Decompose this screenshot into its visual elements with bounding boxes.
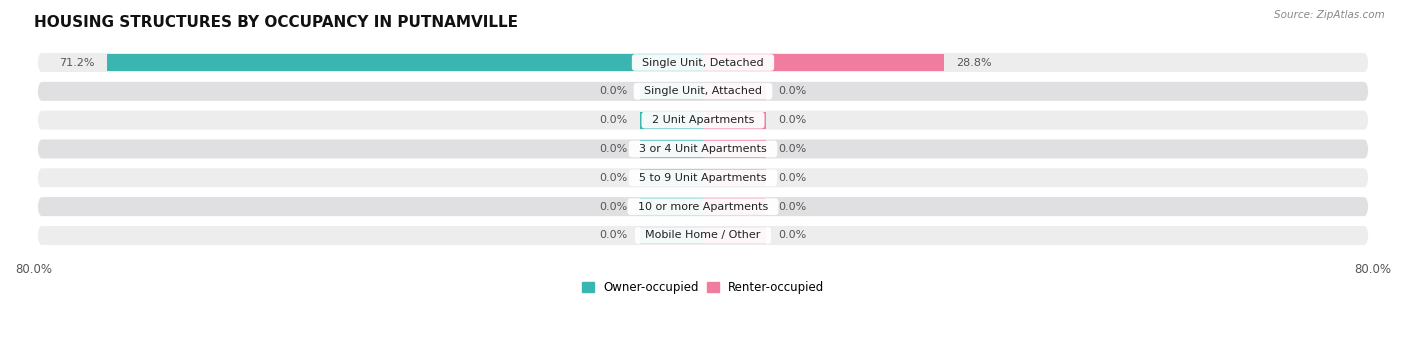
- Bar: [703, 198, 766, 215]
- Bar: [640, 227, 703, 244]
- Bar: [703, 227, 766, 244]
- Text: 0.0%: 0.0%: [599, 115, 627, 125]
- Bar: [703, 54, 943, 71]
- Text: 0.0%: 0.0%: [599, 86, 627, 97]
- Text: Single Unit, Detached: Single Unit, Detached: [636, 58, 770, 68]
- FancyBboxPatch shape: [38, 139, 1368, 159]
- FancyBboxPatch shape: [38, 168, 1368, 187]
- Text: 71.2%: 71.2%: [59, 58, 94, 68]
- Text: 10 or more Apartments: 10 or more Apartments: [631, 202, 775, 212]
- Bar: [703, 112, 766, 129]
- Bar: [703, 169, 766, 187]
- Text: 0.0%: 0.0%: [779, 115, 807, 125]
- Text: 0.0%: 0.0%: [779, 144, 807, 154]
- Text: 0.0%: 0.0%: [779, 202, 807, 212]
- FancyBboxPatch shape: [38, 110, 1368, 130]
- Text: 0.0%: 0.0%: [779, 86, 807, 97]
- Text: 0.0%: 0.0%: [599, 173, 627, 183]
- Text: 5 to 9 Unit Apartments: 5 to 9 Unit Apartments: [633, 173, 773, 183]
- FancyBboxPatch shape: [38, 197, 1368, 216]
- Bar: [640, 169, 703, 187]
- Text: 0.0%: 0.0%: [599, 231, 627, 240]
- Text: 0.0%: 0.0%: [599, 202, 627, 212]
- Text: Mobile Home / Other: Mobile Home / Other: [638, 231, 768, 240]
- Text: 2 Unit Apartments: 2 Unit Apartments: [645, 115, 761, 125]
- Text: Single Unit, Attached: Single Unit, Attached: [637, 86, 769, 97]
- Bar: [640, 83, 703, 100]
- Legend: Owner-occupied, Renter-occupied: Owner-occupied, Renter-occupied: [576, 276, 830, 299]
- Text: 0.0%: 0.0%: [779, 231, 807, 240]
- FancyBboxPatch shape: [38, 53, 1368, 72]
- Text: 0.0%: 0.0%: [779, 173, 807, 183]
- Text: 3 or 4 Unit Apartments: 3 or 4 Unit Apartments: [633, 144, 773, 154]
- Bar: [640, 112, 703, 129]
- FancyBboxPatch shape: [38, 226, 1368, 245]
- Text: Source: ZipAtlas.com: Source: ZipAtlas.com: [1274, 10, 1385, 20]
- Text: 28.8%: 28.8%: [956, 58, 993, 68]
- Text: HOUSING STRUCTURES BY OCCUPANCY IN PUTNAMVILLE: HOUSING STRUCTURES BY OCCUPANCY IN PUTNA…: [34, 15, 517, 30]
- Bar: [703, 83, 766, 100]
- Bar: [107, 54, 703, 71]
- FancyBboxPatch shape: [38, 82, 1368, 101]
- Text: 0.0%: 0.0%: [599, 144, 627, 154]
- Bar: [703, 140, 766, 158]
- Bar: [640, 198, 703, 215]
- Bar: [640, 140, 703, 158]
